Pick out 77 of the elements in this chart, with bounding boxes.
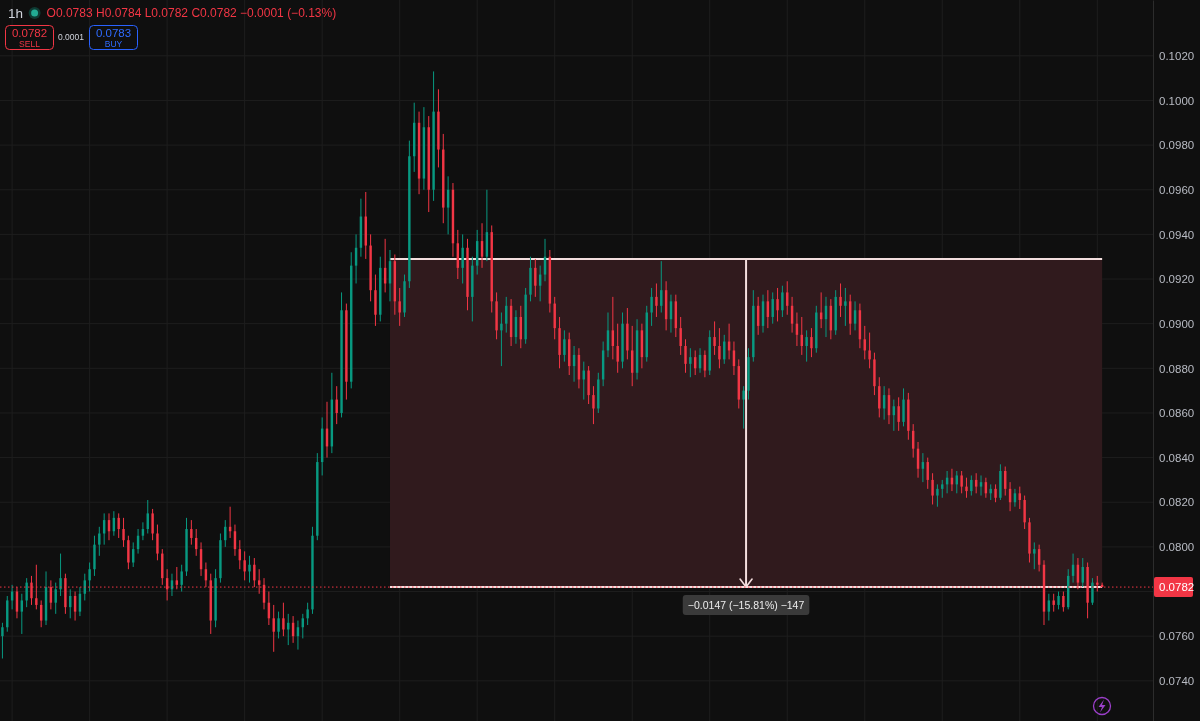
sell-button: 0.0782 SELL	[5, 25, 54, 50]
y-tick-label: 0.0880	[1159, 362, 1195, 375]
candlestick	[810, 327, 813, 358]
annotation: 0.0001	[58, 32, 85, 42]
candlestick	[936, 483, 939, 508]
candlestick	[979, 474, 983, 497]
candlestick	[534, 258, 537, 298]
candlestick	[781, 285, 784, 318]
candlestick	[98, 526, 101, 557]
y-tick-label: 0.0980	[1159, 139, 1195, 152]
candlestick	[156, 524, 159, 561]
candlestick	[306, 602, 309, 626]
candlestick	[88, 562, 91, 593]
y-tick-label: 0.0860	[1159, 407, 1195, 420]
candlestick	[500, 312, 503, 367]
y-tick-label: 0.1020	[1159, 49, 1195, 62]
y-tick-label: 0.0820	[1159, 496, 1195, 509]
candlestick	[398, 287, 401, 327]
annotation: BUY	[104, 38, 123, 49]
candlestick	[248, 555, 251, 584]
y-tick-label: 0.0740	[1159, 675, 1195, 687]
candlestick	[689, 347, 692, 378]
candlestick	[844, 287, 847, 327]
annotation: O0.0783 H0.0784 L0.0782 C0.0782 −0.0001 (−0.13%)	[46, 6, 337, 20]
candlestick	[616, 323, 619, 374]
annotation: 0.0782	[11, 27, 48, 39]
candlestick	[713, 320, 716, 356]
candlestick	[902, 387, 905, 427]
y-tick-label: 0.0960	[1159, 183, 1195, 196]
candlestick	[25, 577, 28, 608]
candlestick	[1033, 541, 1036, 570]
candlestick	[965, 477, 968, 499]
y-tick-label: 0.0760	[1159, 630, 1195, 643]
candlestick	[931, 472, 934, 505]
y-tick-label: 0.0900	[1159, 317, 1195, 330]
candlestick	[742, 385, 745, 430]
annotation: 0.0783	[95, 27, 132, 39]
candlestick	[805, 329, 808, 363]
candlestick	[563, 329, 566, 363]
candlestick	[335, 385, 338, 425]
buy-button: 0.0783 BUY	[89, 25, 138, 50]
y-tick-label: 0.0920	[1159, 273, 1195, 286]
candlestick	[718, 327, 721, 369]
candlestick	[970, 474, 973, 497]
candlestick	[180, 564, 183, 593]
candlestick	[277, 611, 280, 639]
candlestick	[679, 316, 682, 356]
candlestick	[151, 508, 154, 541]
candlestick	[655, 282, 658, 318]
chart-title: 1h	[8, 5, 24, 21]
candlestick	[190, 519, 193, 546]
candlestick	[839, 282, 842, 318]
candlestick	[776, 287, 779, 322]
y-tick-label: 0.1000	[1159, 94, 1195, 107]
candlestick	[122, 517, 125, 548]
candlestick	[243, 550, 246, 581]
candlestick	[868, 332, 871, 369]
candlestick	[127, 535, 130, 570]
candlestick	[282, 602, 285, 637]
candlestick	[897, 396, 900, 432]
candlestick	[650, 287, 653, 327]
annotation: SELL	[19, 38, 41, 49]
candlestick	[117, 512, 120, 539]
y-tick-label: 0.0800	[1159, 541, 1195, 554]
candlestick	[59, 553, 62, 597]
candlestick	[1023, 495, 1026, 530]
candlestick	[1, 622, 4, 659]
candlestick	[1091, 577, 1094, 606]
y-tick-label: 0.0840	[1159, 451, 1195, 464]
y-tick-label: 0.0940	[1159, 228, 1195, 241]
candlestick	[1062, 591, 1065, 613]
candlestick	[684, 338, 687, 374]
candlestick	[771, 291, 774, 325]
candlestick	[960, 470, 963, 494]
candlestick	[592, 385, 595, 425]
candlestick	[461, 233, 464, 284]
legend-label: −0.0147 (−15.81%) −147	[687, 599, 805, 612]
